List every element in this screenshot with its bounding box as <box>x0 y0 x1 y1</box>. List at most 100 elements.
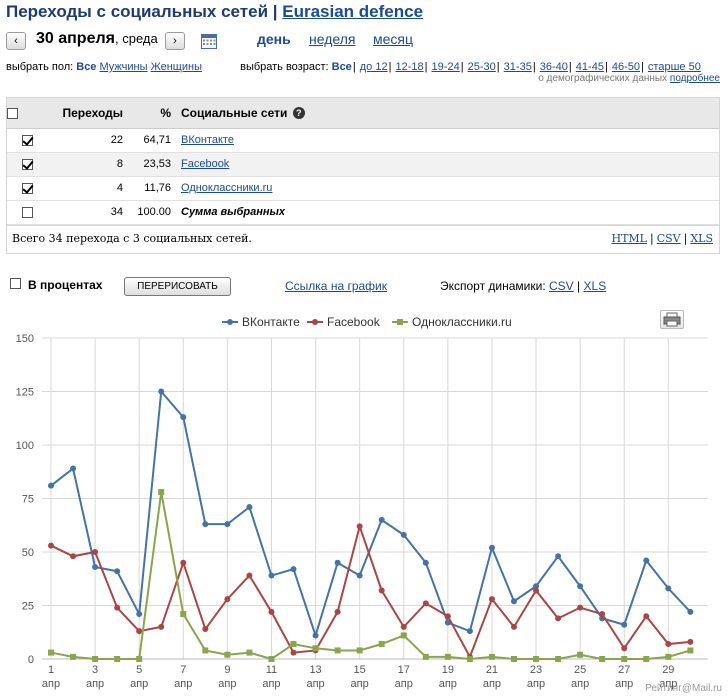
table-row: 8 23,53 Facebook <box>7 152 719 177</box>
data-point <box>687 647 694 654</box>
x-tick-label: 23 <box>530 664 542 676</box>
data-point <box>202 626 209 633</box>
header-transitions[interactable]: Переходы <box>47 98 127 129</box>
series-line <box>50 491 691 661</box>
legend-marker <box>227 319 233 325</box>
age-over-50[interactable]: старше 50 <box>647 61 701 73</box>
age-31-35[interactable]: 31-35 <box>503 61 532 73</box>
gender-all[interactable]: Все <box>76 61 97 73</box>
data-point <box>180 559 187 566</box>
data-point <box>48 482 54 489</box>
period-week[interactable]: неделя <box>309 31 356 47</box>
data-point <box>533 587 540 594</box>
age-all[interactable]: Все <box>331 61 352 73</box>
row-checkbox[interactable] <box>21 134 33 146</box>
row-checkbox[interactable] <box>21 158 33 170</box>
data-point <box>92 563 99 570</box>
row-percent: 11,76 <box>127 176 177 201</box>
x-tick-sublabel: апр <box>262 678 280 690</box>
x-tick-label: 15 <box>354 664 366 676</box>
data-point <box>687 638 694 645</box>
export-xls-link[interactable]: XLS <box>690 232 713 245</box>
y-tick-label: 125 <box>16 387 34 399</box>
export-html-link[interactable]: HTML <box>611 232 647 245</box>
period-month[interactable]: месяц <box>373 31 414 47</box>
row-percent: 23,53 <box>127 152 177 177</box>
x-tick-label: 29 <box>662 664 674 676</box>
age-46-50[interactable]: 46-50 <box>611 61 640 73</box>
data-point <box>334 647 341 654</box>
data-point <box>312 632 319 639</box>
data-point <box>312 645 319 652</box>
graph-link[interactable]: Ссылка на график <box>285 279 387 293</box>
data-point <box>268 656 275 662</box>
header-percent[interactable]: % <box>127 98 177 129</box>
data-point <box>621 645 628 652</box>
period-day[interactable]: день <box>257 31 291 47</box>
help-icon[interactable]: ? <box>292 106 305 119</box>
site-name-link[interactable]: Eurasian defence <box>282 2 424 21</box>
transitions-chart: 0 25 50 75 100 125 150 1 апр 3 апр 5 апр 7 апр 9 апр 11 ап… <box>16 315 708 690</box>
data-point <box>180 611 187 618</box>
x-tick-label: 25 <box>574 664 586 676</box>
gender-female[interactable]: Женщины <box>150 61 202 73</box>
dynamics-csv-link[interactable]: CSV <box>549 279 574 293</box>
export-csv-link[interactable]: CSV <box>656 232 681 245</box>
legend-marker <box>397 319 403 325</box>
data-point <box>466 628 473 635</box>
redraw-button[interactable]: ПЕРЕРИСОВАТЬ <box>124 277 231 296</box>
dynamics-export: Экспорт динамики: CSV | XLS <box>440 279 606 293</box>
prev-day-button[interactable]: ‹ <box>6 32 26 50</box>
age-12-18[interactable]: 12-18 <box>395 61 424 73</box>
row-network-link[interactable]: ВКонтакте <box>181 134 234 146</box>
age-36-40[interactable]: 36-40 <box>539 61 568 73</box>
summary-percent: 100.00 <box>127 200 177 225</box>
data-point <box>555 553 562 560</box>
data-point <box>665 653 672 660</box>
dynamics-xls-link[interactable]: XLS <box>583 279 607 293</box>
table-summary-row: 34 100.00 Сумма выбранных <box>7 200 719 225</box>
data-point <box>577 583 584 590</box>
data-point <box>202 521 209 528</box>
data-point <box>533 583 540 590</box>
y-tick-label: 150 <box>16 333 34 345</box>
select-all-checkbox[interactable] <box>7 108 18 120</box>
row-count: 22 <box>47 128 127 153</box>
next-day-button[interactable]: › <box>165 32 185 50</box>
x-tick-label: 21 <box>486 664 498 676</box>
header-networks-label: Социальные сети <box>181 105 288 120</box>
data-point <box>202 647 209 654</box>
row-percent: 64,71 <box>127 128 177 153</box>
x-tick-sublabel: апр <box>615 678 633 690</box>
row-checkbox[interactable] <box>21 182 33 194</box>
summary-checkbox[interactable] <box>21 206 33 218</box>
row-network-link[interactable]: Facebook <box>181 158 230 170</box>
demographics-more-link[interactable]: подробнее <box>669 73 720 84</box>
x-tick-label: 19 <box>442 664 454 676</box>
x-tick-sublabel: апр <box>483 678 501 690</box>
percent-mode-checkbox[interactable] <box>10 278 21 289</box>
data-point <box>92 549 99 555</box>
age-under-12[interactable]: до 12 <box>359 61 388 73</box>
y-tick-label: 75 <box>22 494 34 506</box>
age-19-24[interactable]: 19-24 <box>431 61 460 73</box>
row-network-link[interactable]: Одноклассники.ru <box>181 182 273 194</box>
data-point <box>224 596 231 603</box>
data-point <box>444 619 451 626</box>
gender-male[interactable]: Мужчины <box>99 61 148 73</box>
calendar-icon[interactable] <box>201 33 217 49</box>
x-tick-label: 1 <box>48 664 54 676</box>
x-tick-label: 7 <box>180 664 186 676</box>
data-point <box>555 656 562 662</box>
data-point <box>378 516 385 523</box>
print-button[interactable] <box>660 310 684 329</box>
y-tick-label: 25 <box>22 601 34 613</box>
data-point <box>114 568 121 575</box>
data-point <box>70 653 77 660</box>
data-point <box>466 656 473 662</box>
data-point <box>643 656 650 662</box>
data-point <box>246 504 253 511</box>
header-networks[interactable]: Социальные сети ? <box>177 98 719 129</box>
age-41-45[interactable]: 41-45 <box>575 61 604 73</box>
age-25-30[interactable]: 25-30 <box>467 61 496 73</box>
